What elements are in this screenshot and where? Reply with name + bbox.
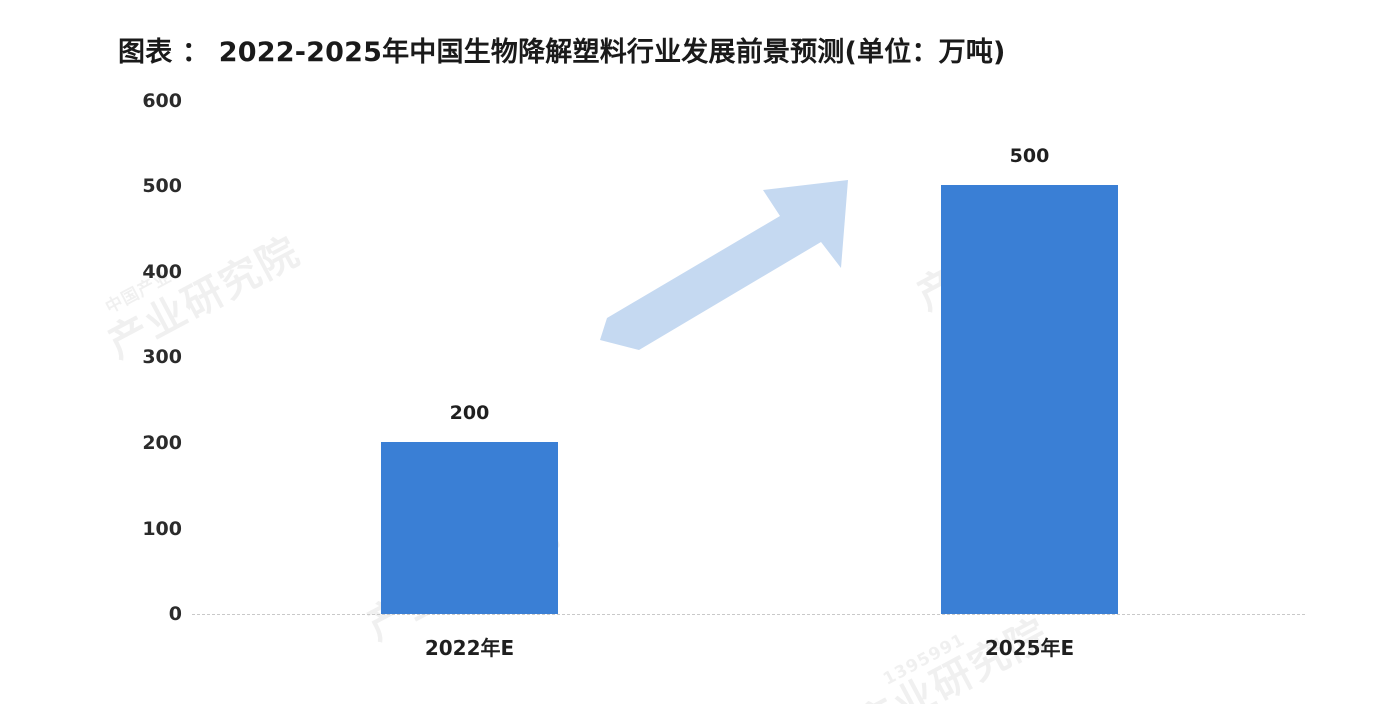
- x-axis-tick-2022: 2022年E: [424, 636, 515, 660]
- x-axis-tick-2025: 2025年E: [984, 636, 1075, 660]
- bar-value-label-2025: 500: [1009, 145, 1050, 167]
- y-axis-tick-400: 400: [142, 261, 182, 283]
- bar-2022[interactable]: [381, 442, 558, 614]
- y-axis-tick-200: 200: [142, 432, 182, 454]
- y-axis-tick-500: 500: [142, 175, 182, 197]
- y-axis-tick-100: 100: [142, 518, 182, 540]
- bar-value-label-2022: 200: [449, 402, 490, 424]
- chart-title: 图表 ： 2022-2025年中国生物降解塑料行业发展前景预测(单位：万吨): [118, 37, 1006, 68]
- x-axis-baseline: [192, 614, 1305, 615]
- y-axis-tick-600: 600: [142, 90, 182, 112]
- y-axis-tick-0: 0: [168, 603, 182, 625]
- y-axis-tick-300: 300: [142, 346, 182, 368]
- bar-2025[interactable]: [941, 185, 1118, 614]
